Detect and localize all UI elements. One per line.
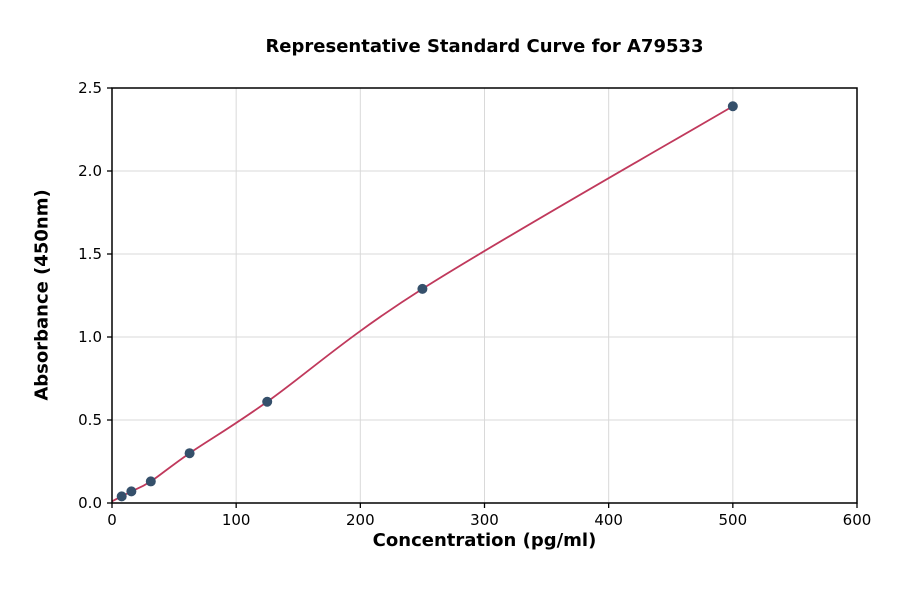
data-point <box>116 491 127 502</box>
x-axis-label: Concentration (pg/ml) <box>372 530 597 551</box>
x-tick-label: 100 <box>222 511 251 529</box>
data-point <box>417 283 428 294</box>
chart-title: Representative Standard Curve for A79533 <box>265 36 704 57</box>
x-tick-label: 200 <box>346 511 375 529</box>
data-point <box>184 448 195 459</box>
plot-border <box>111 87 858 504</box>
x-tick-label: 300 <box>470 511 499 529</box>
y-axis-label-text: Absorbance (450nm) <box>31 189 53 401</box>
y-tick-label: 0.5 <box>78 411 102 429</box>
data-point <box>126 486 137 497</box>
y-tick-label: 1.5 <box>78 245 102 263</box>
x-tick-label: 500 <box>719 511 748 529</box>
y-tick-label: 2.0 <box>78 162 102 180</box>
x-tick-label: 0 <box>107 511 117 529</box>
y-tick-label: 0.0 <box>78 494 102 512</box>
y-tick-label: 2.5 <box>78 79 102 97</box>
standard-curve-line <box>111 105 734 503</box>
x-tick-label: 600 <box>843 511 872 529</box>
data-point <box>727 101 738 112</box>
x-tick-label: 400 <box>594 511 623 529</box>
y-tick-label: 1.0 <box>78 328 102 346</box>
data-point <box>262 396 273 407</box>
data-point <box>145 476 156 487</box>
